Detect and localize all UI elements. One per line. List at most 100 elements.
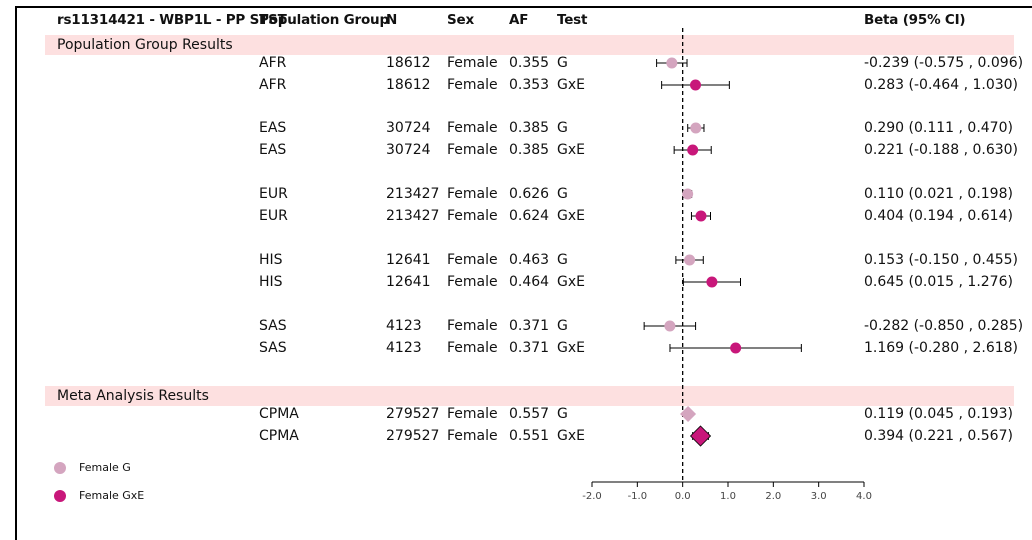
cell-af: 0.385 (509, 120, 550, 136)
x-tick-label: 3.0 (811, 491, 827, 502)
cell-test: GxE (557, 142, 585, 158)
cell-population: EUR (259, 186, 288, 202)
cell-af: 0.371 (509, 318, 550, 334)
effect-point (689, 79, 701, 91)
chart-frame (15, 6, 1032, 540)
section-meta-label: Meta Analysis Results (57, 388, 209, 404)
section-meta-results: Meta Analysis Results (45, 386, 1014, 406)
table-row: AFR 18612 Female 0.353 GxE 0.283 (-0.464 , 1.… (0, 75, 1032, 97)
cell-af: 0.626 (509, 186, 550, 202)
legend-dot-female-g (54, 462, 66, 474)
cell-beta-ci: -0.282 (-0.850 , 0.285) (864, 318, 1024, 334)
x-tick-label: 0.0 (675, 491, 691, 502)
cell-sex: Female (447, 77, 498, 93)
effect-point (684, 254, 696, 266)
cell-n: 279527 (386, 428, 440, 444)
cell-sex: Female (447, 428, 498, 444)
cell-n: 12641 (386, 252, 431, 268)
cell-beta-ci: 0.119 (0.045 , 0.193) (864, 406, 1013, 422)
cell-beta-ci: 0.290 (0.111 , 0.470) (864, 120, 1013, 136)
cell-af: 0.463 (509, 252, 550, 268)
section-population-results: Population Group Results (45, 35, 1014, 55)
cell-beta-ci: 0.394 (0.221 , 0.567) (864, 428, 1013, 444)
cell-population: AFR (259, 77, 287, 93)
header-beta-ci: Beta (95% CI) (864, 12, 966, 28)
cell-af: 0.624 (509, 208, 550, 224)
cell-af: 0.355 (509, 55, 550, 71)
effect-point (695, 210, 707, 222)
cell-sex: Female (447, 252, 498, 268)
table-row: HIS 12641 Female 0.463 G 0.153 (-0.150 , 0.45… (0, 250, 1032, 272)
cell-population: CPMA (259, 406, 299, 422)
effect-point (682, 188, 694, 200)
cell-n: 4123 (386, 340, 422, 356)
cell-n: 279527 (386, 406, 440, 422)
cell-af: 0.353 (509, 77, 550, 93)
header-n: N (386, 12, 398, 28)
x-tick-label: 1.0 (720, 491, 736, 502)
table-row: EAS 30724 Female 0.385 GxE 0.221 (-0.188 , 0.… (0, 140, 1032, 162)
cell-beta-ci: 0.404 (0.194 , 0.614) (864, 208, 1013, 224)
cell-n: 4123 (386, 318, 422, 334)
cell-population: HIS (259, 274, 283, 290)
cell-population: SAS (259, 318, 287, 334)
table-row: HIS 12641 Female 0.464 GxE 0.645 (0.015 , 1.2… (0, 272, 1032, 294)
effect-point (687, 144, 699, 156)
header-af: AF (509, 12, 529, 28)
header-title: rs11314421 - WBP1L - PP STST (57, 12, 287, 28)
cell-test: G (557, 186, 568, 202)
x-tick-label: 4.0 (856, 491, 872, 502)
cell-beta-ci: -0.239 (-0.575 , 0.096) (864, 55, 1024, 71)
cell-sex: Female (447, 55, 498, 71)
cell-test: GxE (557, 274, 585, 290)
cell-beta-ci: 0.221 (-0.188 , 0.630) (864, 142, 1019, 158)
cell-sex: Female (447, 186, 498, 202)
cell-af: 0.371 (509, 340, 550, 356)
cell-n: 213427 (386, 208, 440, 224)
cell-af: 0.464 (509, 274, 550, 290)
table-row: CPMA 279527 Female 0.551 GxE 0.394 (0.221 , 0… (0, 426, 1032, 448)
effect-point (690, 122, 702, 134)
cell-sex: Female (447, 406, 498, 422)
table-row: EUR 213427 Female 0.626 G 0.110 (0.021 , 0.19… (0, 184, 1032, 206)
cell-beta-ci: 0.645 (0.015 , 1.276) (864, 274, 1013, 290)
cell-sex: Female (447, 120, 498, 136)
cell-test: G (557, 252, 568, 268)
cell-beta-ci: 1.169 (-0.280 , 2.618) (864, 340, 1019, 356)
x-tick-label: -1.0 (628, 491, 648, 502)
header-sex: Sex (447, 12, 474, 28)
cell-test: G (557, 406, 568, 422)
effect-point (730, 342, 742, 354)
cell-sex: Female (447, 208, 498, 224)
meta-diamond-point (689, 425, 712, 447)
cell-test: GxE (557, 428, 585, 444)
cell-test: GxE (557, 77, 585, 93)
cell-n: 30724 (386, 142, 431, 158)
cell-population: EAS (259, 142, 287, 158)
cell-test: G (557, 120, 568, 136)
table-row: AFR 18612 Female 0.355 G -0.239 (-0.575 , 0.0… (0, 53, 1032, 75)
header-test: Test (557, 12, 588, 28)
effect-point (666, 57, 678, 69)
legend-label-female-gxe: Female GxE (79, 489, 145, 502)
section-population-label: Population Group Results (57, 37, 233, 53)
cell-n: 30724 (386, 120, 431, 136)
header-population-group: Population Group (259, 12, 389, 28)
cell-beta-ci: 0.283 (-0.464 , 1.030) (864, 77, 1019, 93)
table-row: EUR 213427 Female 0.624 GxE 0.404 (0.194 , 0.… (0, 206, 1032, 228)
cell-test: GxE (557, 208, 585, 224)
cell-af: 0.551 (509, 428, 550, 444)
cell-n: 18612 (386, 77, 431, 93)
effect-point (706, 276, 718, 288)
cell-af: 0.557 (509, 406, 550, 422)
cell-sex: Female (447, 340, 498, 356)
cell-population: EUR (259, 208, 288, 224)
cell-n: 213427 (386, 186, 440, 202)
legend-dot-female-gxe (54, 490, 66, 502)
cell-test: G (557, 55, 568, 71)
table-row: SAS 4123 Female 0.371 G -0.282 (-0.850 , 0.28… (0, 316, 1032, 338)
table-row: SAS 4123 Female 0.371 GxE 1.169 (-0.280 , 2.6… (0, 338, 1032, 360)
cell-test: GxE (557, 340, 585, 356)
table-row: EAS 30724 Female 0.385 G 0.290 (0.111 , 0.470… (0, 118, 1032, 140)
x-tick-label: -2.0 (582, 491, 602, 502)
